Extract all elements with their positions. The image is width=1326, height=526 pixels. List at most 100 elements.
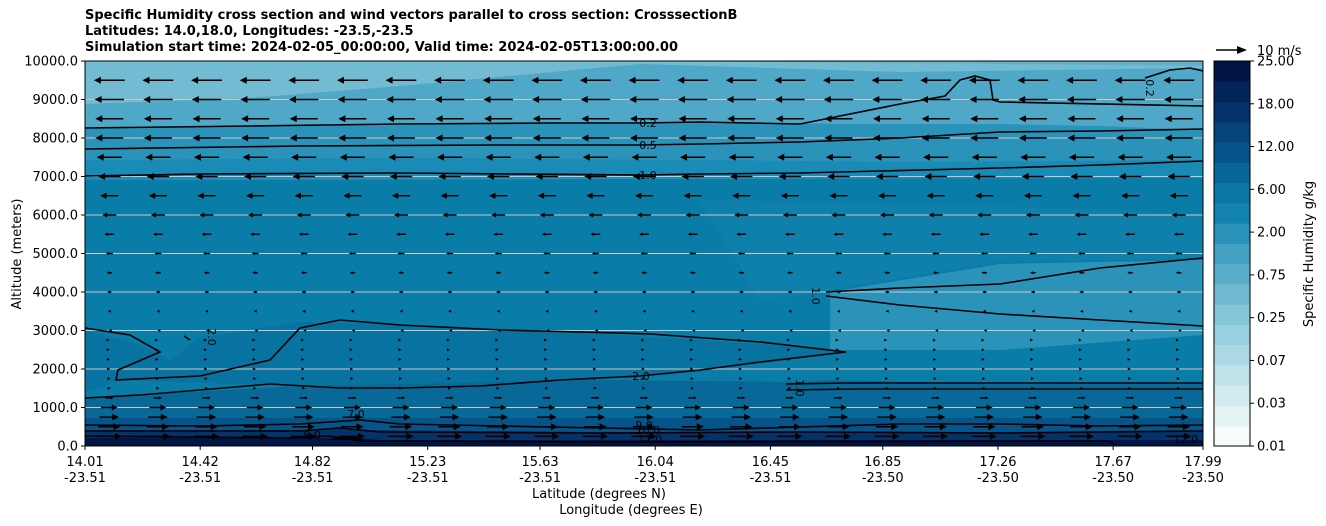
wind-arrow-head	[831, 212, 837, 218]
wind-arrow-head	[1034, 396, 1038, 400]
wind-arrow-head	[107, 367, 111, 371]
wind-arrow-head	[649, 432, 657, 440]
wind-arrow-head	[730, 173, 738, 180]
wind-arrow-head	[739, 377, 743, 381]
wind-arrow	[1169, 192, 1188, 199]
wind-arrow-head	[354, 404, 361, 411]
wind-arrow-head	[447, 377, 451, 381]
wind-arrow-head	[544, 367, 548, 371]
wind-arrow-head	[155, 367, 159, 371]
contour-line-5	[825, 295, 1203, 327]
wind-arrow	[1175, 271, 1182, 275]
wind-arrow	[1028, 396, 1038, 400]
wind-arrow-head	[596, 396, 600, 400]
wind-arrow-head	[1127, 348, 1131, 352]
wind-arrow	[393, 212, 408, 218]
wind-arrow-head	[155, 290, 159, 294]
wind-arrow-head	[591, 252, 595, 255]
wind-arrow	[787, 290, 792, 294]
wind-arrow-head	[242, 153, 250, 161]
wind-arrow-head	[1035, 404, 1042, 411]
wind-arrow-head	[544, 377, 548, 381]
wind-arrow	[246, 192, 265, 199]
wind-arrow	[300, 252, 308, 255]
wind-arrow	[391, 413, 411, 421]
wind-arrow-head	[301, 367, 305, 371]
wind-arrow-head	[841, 413, 849, 421]
wind-arrow-head	[549, 404, 556, 411]
wind-arrow	[1163, 96, 1194, 103]
wind-arrow	[774, 76, 806, 84]
wind-arrow-head	[497, 329, 501, 332]
wind-arrow-head	[347, 232, 351, 236]
wind-arrow-head	[105, 252, 109, 255]
wind-arrow-head	[398, 348, 402, 352]
wind-arrow-head	[1021, 173, 1029, 180]
wind-arrow-head	[485, 153, 493, 161]
wind-arrow	[484, 134, 513, 142]
y-tick-label: 9000.0	[33, 93, 79, 108]
wind-arrow	[196, 413, 217, 421]
wind-arrow	[639, 232, 649, 236]
wind-arrow	[398, 348, 402, 352]
wind-arrow	[539, 212, 554, 218]
wind-arrow	[1032, 329, 1036, 332]
wind-arrow-head	[398, 367, 402, 371]
wind-arrow-head	[106, 338, 110, 342]
wind-arrow	[336, 76, 368, 84]
wind-arrow-head	[1079, 357, 1083, 361]
wind-arrow-head	[539, 212, 545, 218]
wind-arrow-head	[396, 232, 400, 236]
wind-arrow	[107, 386, 111, 390]
wind-arrow	[98, 423, 121, 431]
wind-arrow-head	[191, 96, 199, 103]
wind-arrow	[775, 96, 805, 103]
wind-arrow	[348, 252, 356, 255]
wind-arrow-head	[1128, 386, 1132, 390]
humidity-fill-band-3	[420, 61, 1203, 66]
wind-arrow	[289, 134, 318, 142]
wind-arrow-head	[599, 423, 607, 431]
wind-arrow	[252, 348, 256, 352]
wind-arrow-head	[1068, 153, 1076, 161]
wind-arrow	[930, 232, 941, 236]
wind-arrow-head	[289, 134, 297, 142]
wind-arrow-head	[446, 348, 450, 352]
wind-arrow	[836, 377, 840, 381]
wind-arrow-head	[350, 290, 354, 294]
wind-arrow-head	[160, 413, 168, 421]
wind-arrow	[106, 271, 113, 275]
wind-arrow	[544, 290, 549, 294]
wind-arrow	[338, 134, 367, 142]
wind-arrow	[1167, 173, 1190, 180]
contour-line-8	[785, 382, 1203, 385]
wind-arrow-head	[337, 96, 345, 103]
wind-arrow	[1018, 96, 1048, 103]
wind-arrow	[690, 290, 695, 294]
wind-arrow-head	[774, 76, 782, 84]
wind-arrow-head	[834, 252, 838, 255]
wind-arrow	[975, 192, 994, 199]
wind-arrow	[785, 396, 795, 400]
wind-arrow-head	[792, 413, 800, 421]
wind-arrow	[579, 76, 611, 84]
wind-arrow	[586, 404, 604, 411]
wind-arrow-head	[581, 134, 589, 142]
wind-arrow-head	[1030, 338, 1034, 342]
y-tick-label: 1000.0	[33, 401, 79, 416]
wind-arrow	[253, 290, 258, 294]
wind-arrow	[591, 252, 599, 255]
wind-arrow	[296, 212, 311, 218]
wind-arrow	[1067, 134, 1096, 142]
colorbar-tick-label: 0.03	[1257, 397, 1286, 412]
wind-arrow-head	[95, 115, 103, 123]
wind-arrow-head	[154, 252, 158, 255]
wind-arrow	[241, 134, 270, 142]
wind-arrow	[775, 134, 804, 142]
wind-arrow-head	[1132, 404, 1139, 411]
wind-arrow-head	[389, 173, 397, 180]
wind-arrow-head	[355, 413, 363, 421]
wind-arrow	[242, 153, 268, 161]
wind-arrow	[288, 76, 320, 84]
wind-arrow-head	[256, 396, 260, 400]
